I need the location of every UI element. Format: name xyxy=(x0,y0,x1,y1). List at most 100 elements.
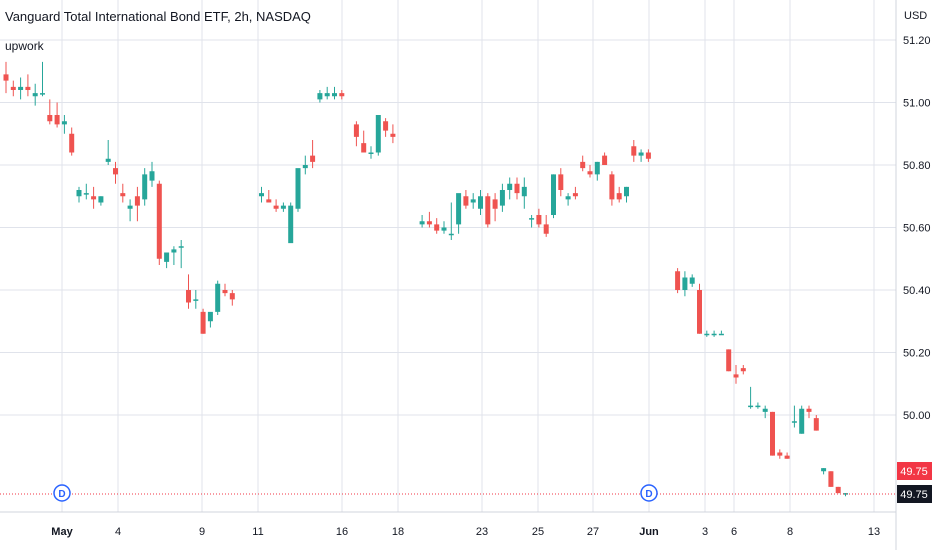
candle[interactable] xyxy=(69,127,75,156)
candle[interactable] xyxy=(25,74,31,97)
candle[interactable] xyxy=(551,174,556,219)
candle[interactable] xyxy=(383,118,389,137)
candle[interactable] xyxy=(10,80,16,97)
candle[interactable] xyxy=(171,246,177,265)
candle[interactable] xyxy=(18,77,24,100)
candle[interactable] xyxy=(40,61,45,97)
candle[interactable] xyxy=(755,402,761,409)
candle[interactable] xyxy=(784,452,790,459)
candle[interactable] xyxy=(507,177,513,200)
candle[interactable] xyxy=(675,268,681,294)
candle[interactable] xyxy=(835,486,841,494)
candle[interactable] xyxy=(178,240,184,269)
candle[interactable] xyxy=(470,193,476,209)
candle[interactable] xyxy=(521,177,527,209)
candle[interactable] xyxy=(441,221,447,234)
candle[interactable] xyxy=(61,115,67,134)
candle[interactable] xyxy=(631,140,637,162)
candle[interactable] xyxy=(266,190,272,203)
candle[interactable] xyxy=(718,330,724,336)
candle[interactable] xyxy=(711,330,717,337)
candle[interactable] xyxy=(602,152,608,166)
candle[interactable] xyxy=(149,161,155,187)
candle[interactable] xyxy=(813,415,819,431)
candle[interactable] xyxy=(317,90,323,103)
candle[interactable] xyxy=(222,283,228,297)
candle[interactable] xyxy=(478,190,483,215)
candle[interactable] xyxy=(164,252,170,269)
candle[interactable] xyxy=(448,202,454,241)
candle[interactable] xyxy=(390,124,396,144)
candle[interactable] xyxy=(142,168,148,206)
candle[interactable] xyxy=(616,186,622,203)
candle[interactable] xyxy=(770,411,775,456)
candle[interactable] xyxy=(200,308,206,334)
study-label[interactable]: upwork xyxy=(5,39,44,53)
candle[interactable] xyxy=(558,168,564,197)
candle[interactable] xyxy=(134,186,140,222)
candle[interactable] xyxy=(704,330,710,337)
candle[interactable] xyxy=(638,149,644,162)
candle[interactable] xyxy=(339,90,345,100)
candle[interactable] xyxy=(748,386,754,409)
candle[interactable] xyxy=(375,115,381,156)
candle[interactable] xyxy=(485,193,491,228)
candle[interactable] xyxy=(361,130,367,153)
candle[interactable] xyxy=(215,280,221,315)
candle[interactable] xyxy=(229,290,235,306)
candle[interactable] xyxy=(419,215,425,228)
candle[interactable] xyxy=(689,274,695,287)
candle[interactable] xyxy=(207,311,213,328)
candle[interactable] xyxy=(499,183,505,212)
candle[interactable] xyxy=(463,190,469,209)
candle[interactable] xyxy=(609,171,615,206)
candle[interactable] xyxy=(806,405,812,419)
candle[interactable] xyxy=(565,193,571,206)
candle[interactable] xyxy=(288,202,294,244)
dividend-marker-may[interactable]: D xyxy=(53,484,71,502)
candle[interactable] xyxy=(434,218,440,234)
candle[interactable] xyxy=(821,468,827,475)
candle[interactable] xyxy=(295,168,301,212)
candle[interactable] xyxy=(587,165,593,178)
candle[interactable] xyxy=(843,493,848,497)
candle[interactable] xyxy=(536,208,542,228)
candle[interactable] xyxy=(156,180,162,265)
candle[interactable] xyxy=(594,161,600,181)
candle[interactable] xyxy=(98,196,104,206)
candle[interactable] xyxy=(645,149,651,162)
candle[interactable] xyxy=(572,186,578,200)
candle[interactable] xyxy=(259,186,264,203)
candle[interactable] xyxy=(120,183,126,203)
candle[interactable] xyxy=(514,177,520,200)
candle[interactable] xyxy=(529,215,535,228)
candle[interactable] xyxy=(47,99,53,125)
candle[interactable] xyxy=(186,274,191,309)
candle[interactable] xyxy=(697,283,702,334)
candle[interactable] xyxy=(368,146,374,159)
candle[interactable] xyxy=(353,121,359,147)
candle[interactable] xyxy=(310,140,316,169)
candle[interactable] xyxy=(492,193,498,222)
candle[interactable] xyxy=(113,161,118,184)
candle[interactable] xyxy=(791,405,797,428)
candle[interactable] xyxy=(32,83,38,106)
candle[interactable] xyxy=(726,349,732,372)
candle[interactable] xyxy=(426,211,432,228)
candle[interactable] xyxy=(83,183,89,200)
candle[interactable] xyxy=(273,199,279,212)
candle[interactable] xyxy=(456,193,462,234)
candle[interactable] xyxy=(332,86,337,100)
candle[interactable] xyxy=(127,199,133,222)
candle[interactable] xyxy=(105,140,111,165)
candle[interactable] xyxy=(280,202,286,212)
candle[interactable] xyxy=(302,155,308,175)
candle[interactable] xyxy=(828,471,834,487)
candle[interactable] xyxy=(324,86,330,100)
candle[interactable] xyxy=(682,271,688,297)
candle[interactable] xyxy=(76,186,82,203)
dividend-marker-jun[interactable]: D xyxy=(640,484,658,502)
candle[interactable] xyxy=(193,290,199,309)
candle[interactable] xyxy=(91,186,97,209)
